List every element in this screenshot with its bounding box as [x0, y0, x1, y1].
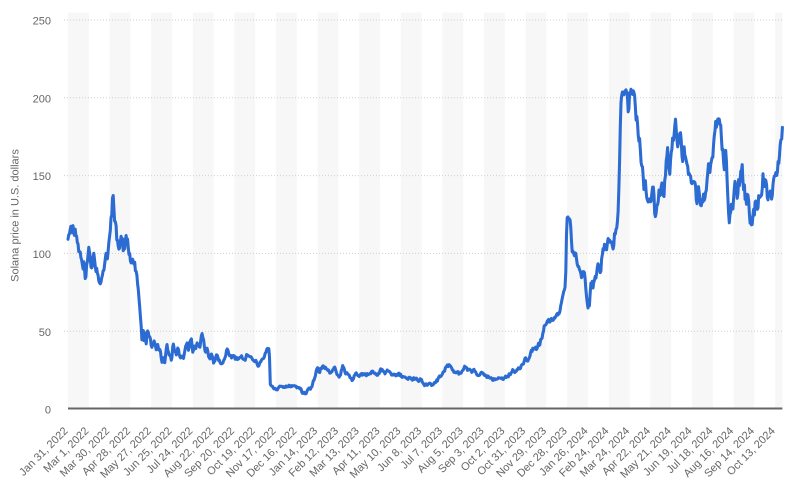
svg-text:200: 200	[33, 93, 51, 105]
svg-text:150: 150	[33, 171, 51, 183]
svg-text:Solana price in U.S. dollars: Solana price in U.S. dollars	[10, 149, 22, 282]
svg-text:0: 0	[45, 405, 51, 417]
svg-text:100: 100	[33, 249, 51, 261]
svg-text:50: 50	[39, 327, 51, 339]
svg-text:250: 250	[33, 16, 51, 28]
